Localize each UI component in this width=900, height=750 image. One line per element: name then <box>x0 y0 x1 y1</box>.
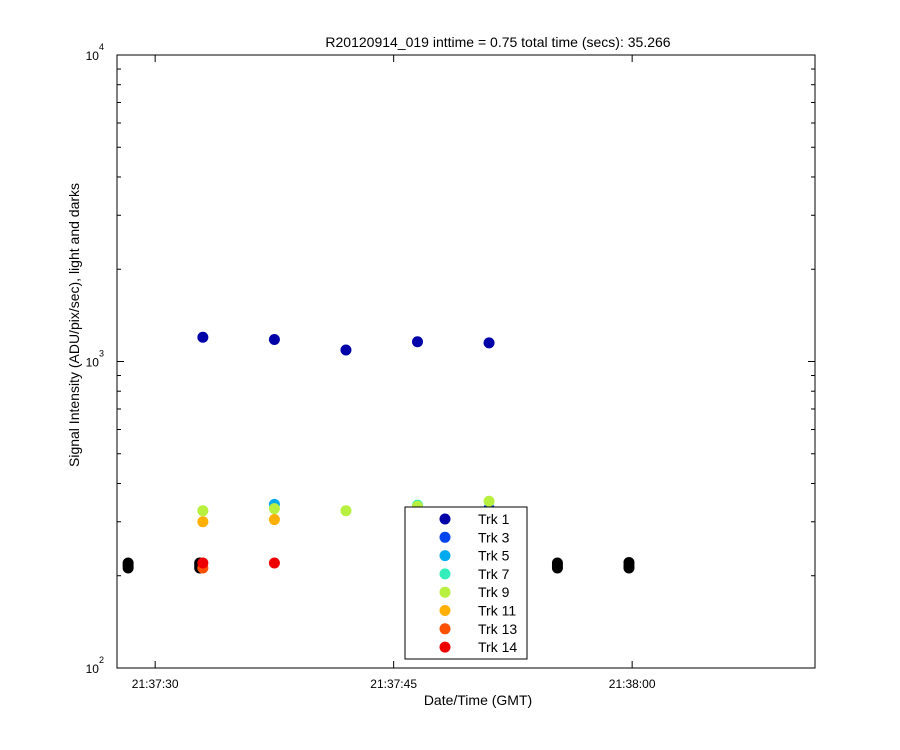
legend-label: Trk 3 <box>478 529 510 545</box>
legend-marker <box>439 513 451 525</box>
legend-marker <box>439 623 451 635</box>
legend-marker <box>439 605 451 616</box>
legend-label: Trk 7 <box>478 566 510 582</box>
point-trk-9 <box>340 505 352 517</box>
point-trk-1 <box>197 331 209 343</box>
point-trk-14 <box>197 557 209 569</box>
x-tick-label: 21:38:00 <box>609 677 656 691</box>
legend-label: Trk 11 <box>478 603 516 619</box>
y-tick-base: 10 <box>86 662 100 676</box>
point-trk-11 <box>268 514 280 526</box>
point-trk-9 <box>268 503 280 515</box>
legend-label: Trk 9 <box>478 584 510 600</box>
legend-marker <box>439 641 451 653</box>
point-trk-14 <box>268 557 280 569</box>
y-tick-label: 104 <box>86 42 104 63</box>
x-tick-label: 21:37:30 <box>132 677 179 691</box>
point-trk-1 <box>412 336 424 348</box>
point-trk-1 <box>483 337 495 349</box>
legend-marker <box>439 550 451 562</box>
y-tick-base: 10 <box>86 49 100 63</box>
y-tick-label: 102 <box>86 655 104 676</box>
y-tick-base: 10 <box>86 356 100 370</box>
legend-label: Trk 5 <box>478 548 510 564</box>
point-trk-9 <box>483 495 495 507</box>
y-tick-label: 103 <box>86 349 104 370</box>
x-axis-ticks: 21:37:30 21:37:45 21:38:00 <box>132 55 656 691</box>
y-tick-exponent: 3 <box>99 349 104 359</box>
point-trk-1 <box>340 344 352 356</box>
legend-marker <box>439 586 451 598</box>
legend-label: Trk 14 <box>478 639 517 655</box>
dark-point <box>551 557 563 569</box>
x-tick-label: 21:37:45 <box>370 677 417 691</box>
chart-title: R20120914_019 inttime = 0.75 total time … <box>325 34 670 50</box>
point-trk-11 <box>197 516 209 528</box>
point-trk-9 <box>197 505 209 517</box>
dark-point <box>623 556 635 568</box>
legend-box <box>404 506 528 660</box>
y-tick-exponent: 4 <box>99 42 104 52</box>
point-trk-1 <box>268 333 280 345</box>
legend: Trk 1 Trk 3 Trk 5 Trk 7 Trk 9 Trk 11 Trk 13 Trk… <box>404 506 528 660</box>
legend-marker <box>439 568 451 580</box>
legend-label: Trk 13 <box>478 621 517 637</box>
y-tick-exponent: 2 <box>99 655 104 665</box>
y-axis-label: Signal Intensity (ADU/pix/sec), light an… <box>66 183 82 467</box>
data-points <box>122 331 635 574</box>
dark-point <box>122 557 134 569</box>
legend-label: Trk 1 <box>478 511 510 527</box>
x-axis-label: Date/Time (GMT) <box>424 692 532 708</box>
legend-marker <box>439 531 451 543</box>
